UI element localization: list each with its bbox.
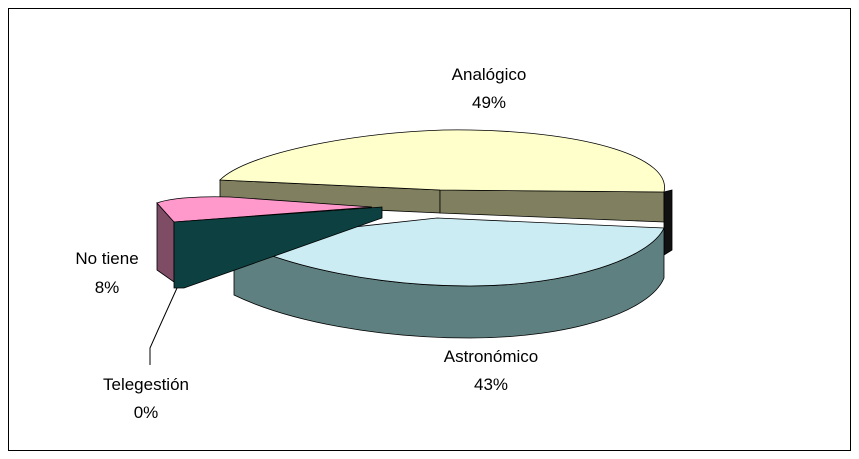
pct-notiene: 8% [95,278,120,297]
pct-analogico: 49% [472,93,506,112]
pct-telegestion: 0% [134,403,159,422]
slice-side-analogico-right [439,189,665,223]
slice-notiene [156,196,373,223]
pct-astronomico: 43% [474,375,508,394]
slice-astronomico [232,217,665,287]
leader-line-telegestion [149,287,178,365]
label-telegestion: Telegestión [103,375,189,394]
slice-side-analogico-edge [663,189,673,256]
label-notiene: No tiene [75,249,138,268]
slice-analogico [219,129,665,193]
slice-telegestion [173,206,383,289]
label-analogico: Analógico [452,65,527,84]
label-astronomico: Astronómico [444,347,538,366]
